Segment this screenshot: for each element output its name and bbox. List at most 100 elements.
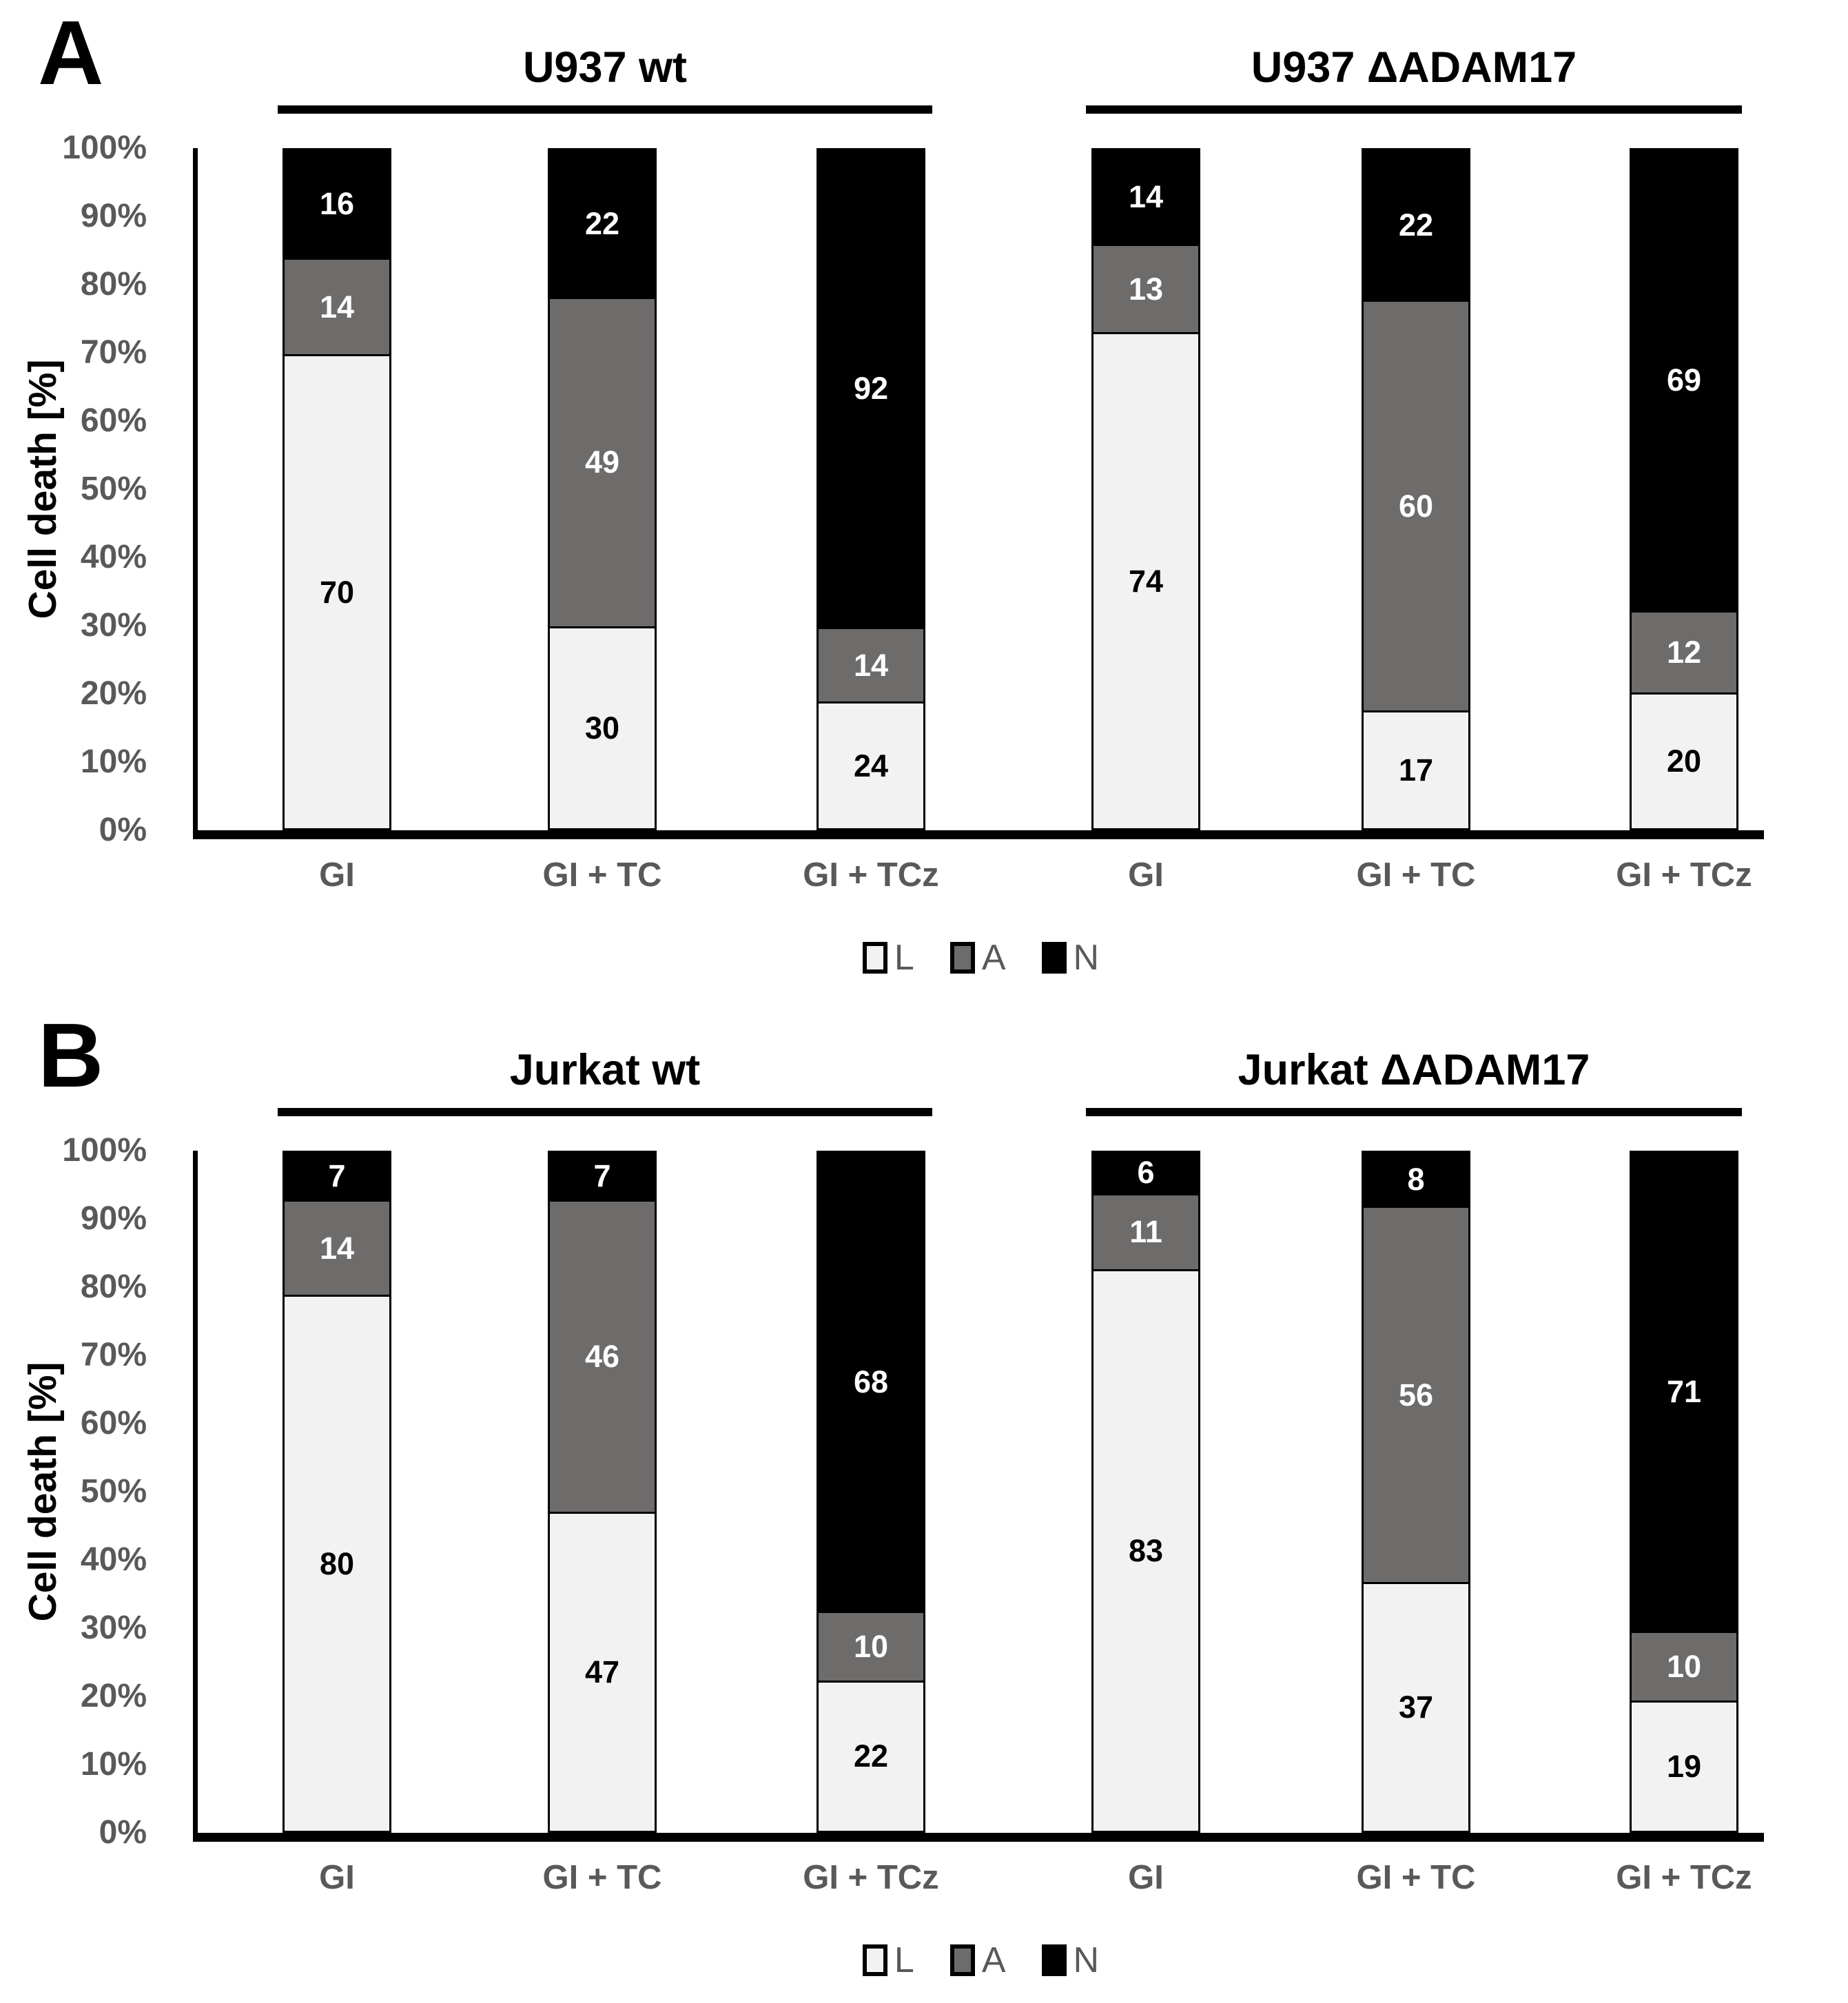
- segment-A: 10: [819, 1611, 923, 1681]
- panel-letter-A: A: [38, 2, 104, 103]
- segment-N: 22: [1364, 150, 1468, 300]
- legend-label: N: [1073, 1940, 1100, 1980]
- segment-N: 68: [819, 1153, 923, 1612]
- y-tick-label: 80%: [80, 266, 147, 302]
- segment-value: 46: [584, 1339, 620, 1375]
- x-category-label: GI + TC: [1356, 1859, 1476, 1896]
- bar-GI: 74 13 14: [1091, 148, 1200, 830]
- segment-L: 47: [550, 1512, 655, 1831]
- bars-layer: 80 14 7 47 46 7 22 10 68 83 11 6 37 56 8 19 10 71: [198, 1151, 1764, 1833]
- chart-title: Jurkat wt: [509, 1046, 701, 1094]
- y-tick-label: 50%: [80, 471, 147, 507]
- panel-A: A Cell death [%] U937 wt U937 ΔADAM17 0%…: [21, 2, 1764, 978]
- group-overline: [278, 1108, 932, 1116]
- segment-value: 14: [319, 1230, 355, 1266]
- bar-GI + TC: 37 56 8: [1362, 1151, 1470, 1833]
- y-tick-label: 20%: [80, 675, 147, 712]
- legend-item-N: N: [1041, 1940, 1100, 1981]
- x-category-label: GI + TCz: [1616, 856, 1752, 894]
- segment-A: 13: [1094, 243, 1198, 333]
- x-category-labels: GI GI + TC GI + TCz GI GI + TC GI + TCz: [198, 854, 1764, 903]
- segment-value: 6: [1137, 1155, 1155, 1191]
- x-category-label: GI + TC: [1356, 856, 1476, 894]
- segment-value: 14: [319, 289, 355, 325]
- segment-value: 19: [1666, 1749, 1702, 1785]
- segment-N: 71: [1632, 1153, 1736, 1632]
- bar-GI: 83 11 6: [1091, 1151, 1200, 1833]
- y-tick-label: 10%: [80, 743, 147, 780]
- segment-value: 47: [584, 1654, 620, 1690]
- segment-A: 49: [550, 297, 655, 626]
- legend-label: A: [981, 1940, 1006, 1980]
- y-axis-line: [193, 1151, 198, 1833]
- x-category-labels: GI GI + TC GI + TCz GI GI + TC GI + TCz: [198, 1857, 1764, 1905]
- segment-value: 14: [853, 647, 889, 683]
- chart-title: Jurkat ΔADAM17: [1238, 1046, 1590, 1094]
- x-category-label: GI + TCz: [1616, 1859, 1752, 1896]
- y-tick-label: 10%: [80, 1746, 147, 1783]
- bar-GI + TC: 47 46 7: [548, 1151, 657, 1833]
- segment-value: 83: [1128, 1533, 1164, 1569]
- y-axis-line: [193, 148, 198, 830]
- x-category-label: GI: [1128, 1859, 1164, 1896]
- chart-title: U937 ΔADAM17: [1251, 43, 1577, 92]
- segment-N: 92: [819, 150, 923, 628]
- segment-L: 22: [819, 1680, 923, 1831]
- legend-item-L: L: [862, 1940, 914, 1981]
- segment-value: 70: [319, 574, 355, 610]
- segment-N: 16: [285, 150, 389, 258]
- segment-value: 13: [1128, 271, 1164, 307]
- x-category-label: GI: [319, 1859, 355, 1896]
- legend-swatch-L: [862, 942, 887, 974]
- segment-value: 22: [584, 205, 620, 241]
- y-tick-label: 60%: [80, 402, 147, 439]
- y-tick-label: 90%: [80, 198, 147, 234]
- segment-value: 22: [1398, 207, 1434, 243]
- y-tick-labels: 0% 10% 20% 30% 40% 50% 60% 70% 80% 90% 100%: [0, 130, 172, 848]
- segment-value: 37: [1398, 1689, 1434, 1725]
- x-axis-line: [193, 830, 1764, 839]
- y-tick-label: 30%: [80, 607, 147, 644]
- group-overline: [1086, 1108, 1742, 1116]
- bar-GI + TCz: 22 10 68: [817, 1151, 925, 1833]
- segment-N: 69: [1632, 150, 1736, 611]
- x-category-label: GI + TC: [542, 856, 662, 894]
- x-category-label: GI: [319, 856, 355, 894]
- panel-B: B Cell death [%] Jurkat wt Jurkat ΔADAM1…: [0, 1003, 1848, 2003]
- bar-GI + TC: 17 60 22: [1362, 148, 1470, 830]
- chart-title: U937 wt: [522, 43, 688, 92]
- segment-L: 19: [1632, 1701, 1736, 1831]
- group-overline: [1086, 105, 1742, 114]
- segment-value: 16: [319, 186, 355, 222]
- legend-item-N: N: [1041, 937, 1099, 978]
- segment-value: 10: [1666, 1649, 1702, 1685]
- bar-GI + TCz: 24 14 92: [817, 148, 925, 830]
- segment-value: 14: [1128, 178, 1164, 214]
- legend-label: L: [894, 1940, 914, 1980]
- segment-N: 8: [1364, 1153, 1468, 1206]
- segment-L: 17: [1364, 710, 1468, 828]
- panel-letter-B: B: [38, 1005, 104, 1106]
- y-tick-label: 20%: [80, 1678, 147, 1714]
- segment-N: 7: [285, 1153, 389, 1200]
- y-tick-label: 60%: [80, 1405, 147, 1441]
- y-tick-label: 70%: [80, 334, 147, 371]
- segment-value: 10: [853, 1628, 889, 1664]
- segment-L: 74: [1094, 332, 1198, 828]
- legend-swatch-N: [1041, 942, 1067, 974]
- plot-area: U937 wt U937 ΔADAM17 0% 10% 20% 30% 40% 50% 60…: [62, 43, 1764, 894]
- segment-A: 14: [285, 1199, 389, 1295]
- segment-value: 20: [1666, 743, 1702, 779]
- y-tick-label: 80%: [80, 1268, 147, 1305]
- segment-N: 14: [1094, 150, 1198, 244]
- segment-value: 80: [319, 1545, 355, 1581]
- segment-L: 20: [1632, 692, 1736, 828]
- y-tick-label: 50%: [80, 1473, 147, 1510]
- legend-item-L: L: [862, 937, 914, 978]
- x-axis-line: [193, 1833, 1764, 1842]
- plot-area: Jurkat wt Jurkat ΔADAM17 0% 10% 20% 30% 40% 5…: [62, 1046, 1764, 1896]
- segment-A: 60: [1364, 300, 1468, 711]
- y-tick-label: 90%: [80, 1200, 147, 1237]
